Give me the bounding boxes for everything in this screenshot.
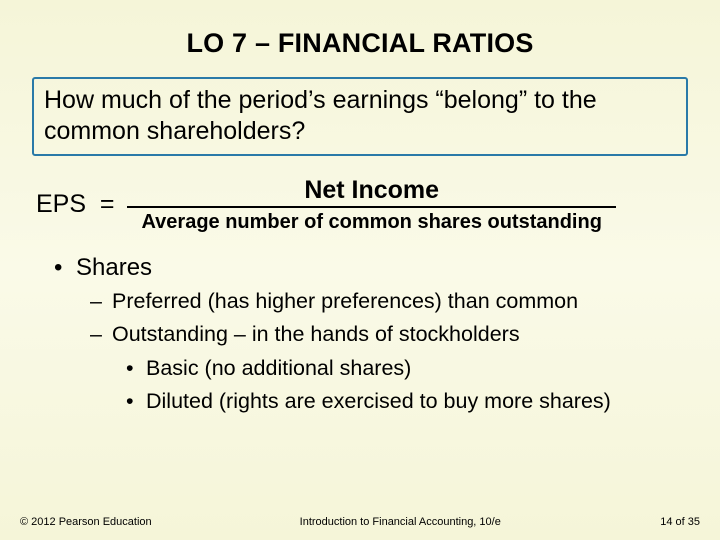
- list-item: • Basic (no additional shares): [126, 355, 688, 383]
- slide: LO 7 – FINANCIAL RATIOS How much of the …: [0, 0, 720, 540]
- slide-title: LO 7 – FINANCIAL RATIOS: [32, 28, 688, 59]
- formula-numerator: Net Income: [286, 176, 457, 206]
- question-text: How much of the period’s earnings “belon…: [44, 86, 597, 145]
- list-item: – Outstanding – in the hands of stockhol…: [90, 321, 688, 349]
- bullet-l3-text: Basic (no additional shares): [146, 355, 411, 383]
- list-item: • Diluted (rights are exercised to buy m…: [126, 388, 688, 416]
- slide-footer: © 2012 Pearson Education Introduction to…: [0, 516, 720, 528]
- page-total: 35: [688, 516, 700, 528]
- bullet-l2-text: Preferred (has higher preferences) than …: [112, 288, 578, 316]
- formula-lhs: EPS =: [36, 190, 127, 219]
- bullet-dash-icon: –: [90, 288, 112, 316]
- bullet-l3-text: Diluted (rights are exercised to buy mor…: [146, 388, 611, 416]
- bullet-dash-icon: –: [90, 321, 112, 349]
- footer-book-title: Introduction to Financial Accounting, 10…: [300, 516, 501, 528]
- bullet-dot-icon: •: [54, 254, 76, 282]
- bullet-dot-icon: •: [126, 355, 146, 383]
- page-of: of: [672, 516, 687, 528]
- list-item: • Shares – Preferred (has higher prefere…: [54, 254, 688, 416]
- footer-copyright: © 2012 Pearson Education: [20, 516, 152, 528]
- page-current: 14: [660, 516, 672, 528]
- formula-denominator: Average number of common shares outstand…: [127, 206, 615, 234]
- footer-page-number: 14 of 35: [660, 516, 700, 528]
- formula-fraction: Net Income Average number of common shar…: [127, 176, 615, 234]
- question-box: How much of the period’s earnings “belon…: [32, 77, 688, 156]
- list-item: – Preferred (has higher preferences) tha…: [90, 288, 688, 316]
- bullet-l2-text: Outstanding – in the hands of stockholde…: [112, 321, 520, 349]
- bullet-l1-text: Shares: [76, 254, 152, 282]
- bullet-list: • Shares – Preferred (has higher prefere…: [54, 254, 688, 416]
- bullet-dot-icon: •: [126, 388, 146, 416]
- eps-formula: EPS = Net Income Average number of commo…: [36, 176, 688, 234]
